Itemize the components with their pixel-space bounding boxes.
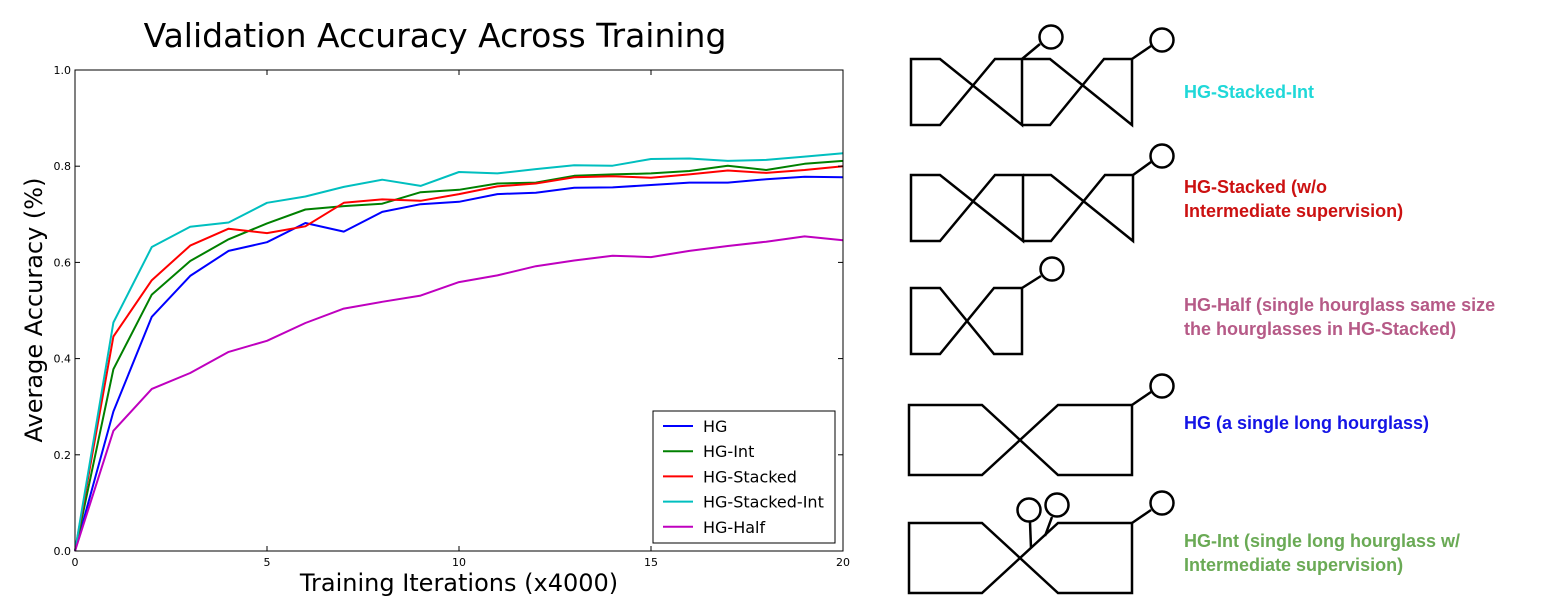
label-line: HG-Half (single hourglass same size <box>1184 295 1496 315</box>
series-line-hg-half <box>74 235 844 552</box>
label-line: HG-Int (single long hourglass w/ <box>1184 531 1461 551</box>
label-hg: HG (a single long hourglass) <box>1184 411 1429 435</box>
label-hg-half: HG-Half (single hourglass same size the … <box>1184 293 1495 341</box>
label-line: the hourglasses in HG-Stacked) <box>1184 319 1457 339</box>
y-tick-label: 0.4 <box>54 353 72 366</box>
chart-title: Validation Accuracy Across Training <box>144 16 727 55</box>
y-tick-label: 0.0 <box>54 545 72 558</box>
hg-stacked-int-diagram <box>909 24 1175 128</box>
y-tick-label: 0.2 <box>54 449 72 462</box>
legend-label: HG-Half <box>703 518 765 537</box>
y-axis-label: Average Accuracy (%) <box>20 178 48 443</box>
hg-int-diagram <box>907 490 1175 595</box>
series-line-hg <box>74 175 844 552</box>
legend-label: HG-Stacked-Int <box>703 493 824 512</box>
label-hg-stacked-int: HG-Stacked-Int <box>1184 80 1314 104</box>
x-tick-label: 15 <box>644 556 658 569</box>
x-tick-label: 10 <box>452 556 466 569</box>
x-tick-label: 0 <box>72 556 79 569</box>
label-line: HG-Stacked (w/o <box>1184 177 1328 197</box>
legend-label: HG-Int <box>703 442 754 461</box>
x-tick-label: 5 <box>264 556 271 569</box>
series-line-hg-stacked <box>74 165 844 552</box>
hg-diagram <box>907 373 1175 477</box>
series-line-hg-int <box>74 159 844 552</box>
x-tick-label: 20 <box>836 556 850 569</box>
label-hg-int: HG-Int (single long hourglass w/ Interme… <box>1184 529 1460 577</box>
legend-label: HG <box>703 417 727 436</box>
legend-label: HG-Stacked <box>703 467 797 486</box>
series-line-hg-stacked-int <box>74 152 844 552</box>
x-axis-label: Training Iterations (x4000) <box>299 569 618 597</box>
y-tick-label: 1.0 <box>54 64 72 77</box>
label-line: Intermediate supervision) <box>1184 555 1404 575</box>
label-line: HG (a single long hourglass) <box>1184 413 1430 433</box>
accuracy-line-chart: Validation Accuracy Across Training Trai… <box>20 16 850 597</box>
hg-stacked-diagram <box>909 143 1175 244</box>
y-tick-label: 0.8 <box>54 160 72 173</box>
label-hg-stacked: HG-Stacked (w/o Intermediate supervision… <box>1184 175 1403 223</box>
label-line: Intermediate supervision) <box>1184 201 1404 221</box>
label-line: HG-Stacked-Int <box>1184 82 1315 102</box>
y-tick-label: 0.6 <box>54 256 72 269</box>
hg-half-diagram <box>909 256 1065 356</box>
